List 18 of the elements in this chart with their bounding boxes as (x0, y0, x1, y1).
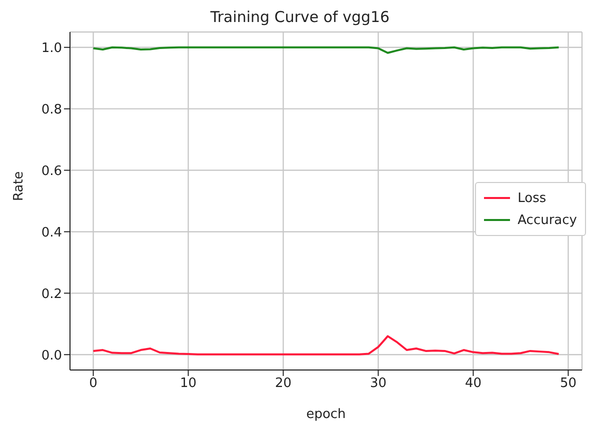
legend-label: Loss (518, 190, 546, 206)
y-tick-label: 0.6 (41, 164, 62, 179)
y-tick-label: 0.8 (41, 102, 62, 118)
y-tick-label: 1.0 (41, 40, 62, 56)
x-axis-title: epoch (306, 407, 346, 422)
chart-title: Training Curve of vgg16 (209, 8, 391, 26)
x-tick-label: 10 (180, 376, 197, 392)
x-tick-label: 50 (560, 376, 576, 392)
legend-label: Accuracy (518, 212, 577, 228)
x-tick-label: 0 (89, 376, 98, 392)
y-tick-label: 0.0 (41, 348, 62, 364)
y-axis-title: Rate (12, 171, 27, 201)
x-tick-label: 20 (274, 376, 292, 392)
x-tick-label: 40 (464, 376, 482, 392)
y-tick-label: 0.4 (41, 225, 62, 240)
x-tick-label: 30 (370, 376, 387, 392)
line-series (92, 335, 560, 356)
y-tick-label: 0.2 (41, 286, 62, 302)
